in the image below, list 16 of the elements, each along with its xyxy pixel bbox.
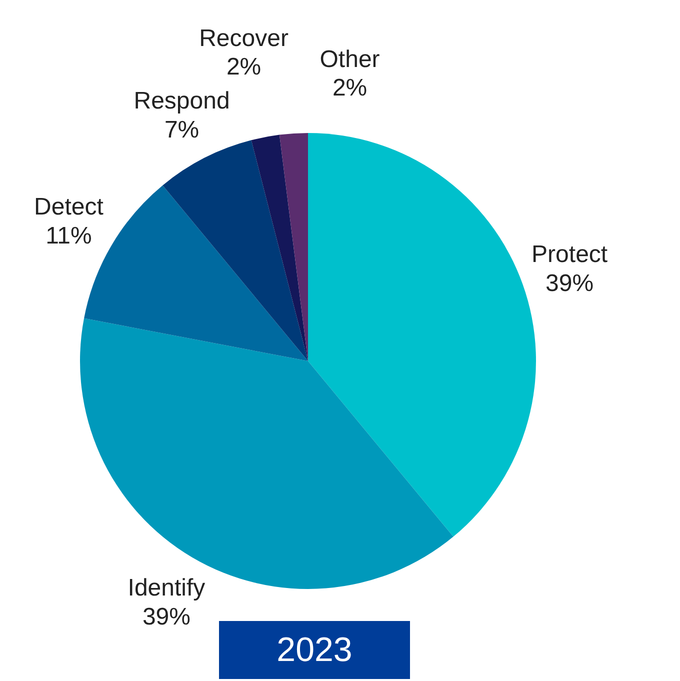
pie-slice: [251, 134, 308, 361]
data-label: 2%: [226, 54, 262, 81]
text: 2023: [219, 621, 410, 679]
data-label: 11%: [46, 222, 92, 250]
slice-label: Other: [320, 46, 380, 73]
slice-label: Recover: [199, 24, 288, 52]
slice-label: Identify: [128, 574, 206, 602]
slice-label: Detect: [34, 194, 104, 221]
data-label: 39%: [142, 603, 191, 630]
data-label: 39%: [546, 270, 594, 297]
pie-slice: [162, 140, 308, 361]
data-label: 7%: [164, 116, 200, 144]
slice-label: Protect: [532, 241, 608, 268]
data-label: 2%: [332, 74, 368, 102]
slice-label: Respond: [134, 88, 230, 114]
pie-slice: [279, 133, 308, 361]
